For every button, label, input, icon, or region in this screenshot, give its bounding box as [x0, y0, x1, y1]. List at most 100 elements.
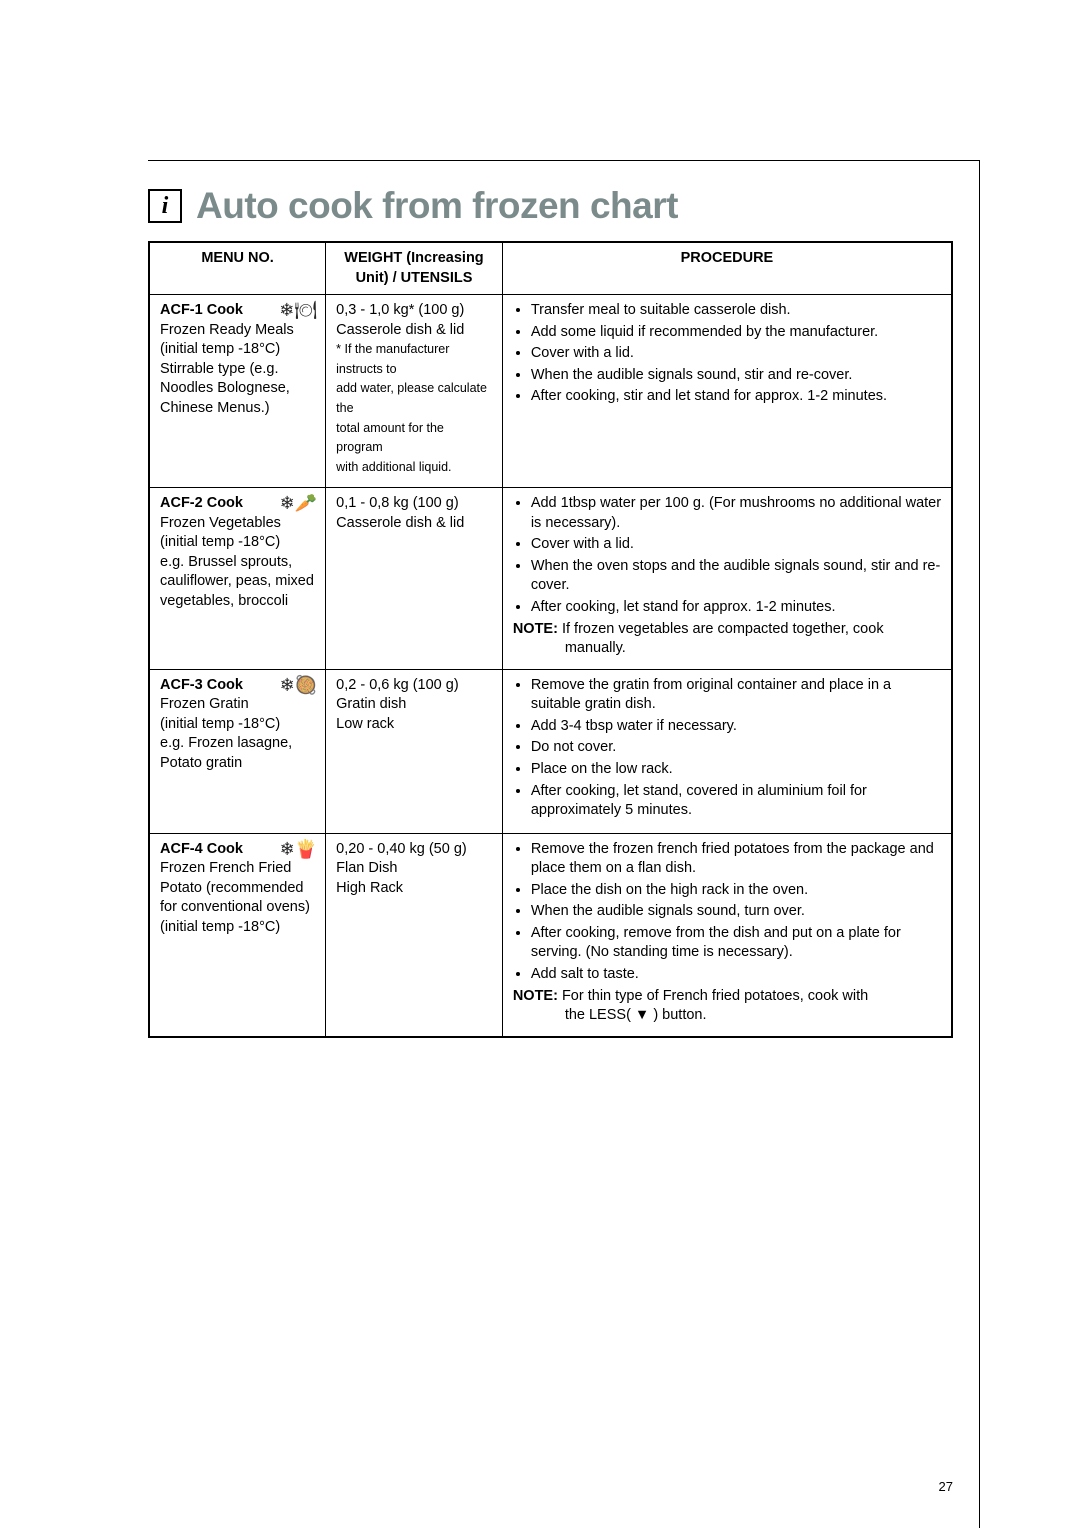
info-glyph: i [162, 193, 169, 220]
weight-line: Low rack [336, 716, 394, 732]
header-procedure: PROCEDURE [502, 242, 952, 295]
procedure-item: When the oven stops and the audible sign… [531, 557, 943, 596]
weight-main: 0,3 - 1,0 kg* (100 g) [336, 302, 464, 318]
menu-line: (initial temp -18°C) [160, 919, 280, 935]
procedure-item: Add 1tbsp water per 100 g. (For mushroom… [531, 494, 943, 533]
menu-line: Frozen Ready Meals [160, 322, 294, 338]
note-label: NOTE: [513, 988, 562, 1004]
menu-cell: ❄🥘 ACF-3 Cook Frozen Gratin (initial temp -… [149, 669, 326, 833]
menu-icon: ❄🍟 [276, 840, 318, 858]
procedure-item: Place on the low rack. [531, 760, 943, 780]
procedure-item: After cooking, let stand for approx. 1-2… [531, 598, 943, 618]
menu-title: ACF-3 Cook [160, 677, 243, 693]
menu-title: ACF-2 Cook [160, 495, 243, 511]
table-header-row: MENU NO. WEIGHT (Increasing Unit) / UTEN… [149, 242, 952, 295]
weight-cell: 0,20 - 0,40 kg (50 g) Flan Dish High Rack [326, 833, 503, 1037]
menu-line: vegetables, broccoli [160, 593, 288, 609]
page-frame: i Auto cook from frozen chart MENU NO. W… [148, 160, 980, 1528]
note-label: NOTE: [513, 621, 562, 637]
menu-cell: ❄🍟 ACF-4 Cook Frozen French Fried Potato (r… [149, 833, 326, 1037]
table-row: ❄🍽 ACF-1 Cook Frozen Ready Meals (initial t… [149, 295, 952, 488]
procedure-item: Add 3-4 tbsp water if necessary. [531, 717, 943, 737]
menu-line: Stirrable type (e.g. [160, 361, 278, 377]
procedure-note: NOTE: If frozen vegetables are compacted… [513, 620, 943, 659]
weight-cell: 0,1 - 0,8 kg (100 g) Casserole dish & lid [326, 488, 503, 670]
header-menu: MENU NO. [149, 242, 326, 295]
weight-note-line: add water, please calculate the [336, 381, 487, 415]
menu-title: ACF-1 Cook [160, 302, 243, 318]
menu-line: (initial temp -18°C) [160, 534, 280, 550]
procedure-item: After cooking, let stand, covered in alu… [531, 782, 943, 821]
menu-line: Potato gratin [160, 755, 242, 771]
procedure-item: Cover with a lid. [531, 344, 943, 364]
procedure-item: Place the dish on the high rack in the o… [531, 881, 943, 901]
menu-line: (initial temp -18°C) [160, 341, 280, 357]
procedure-item: After cooking, remove from the dish and … [531, 924, 943, 963]
table-row: ❄🍟 ACF-4 Cook Frozen French Fried Potato (r… [149, 833, 952, 1037]
menu-line: Frozen French Fried [160, 860, 291, 876]
menu-icon: ❄🍽 [275, 301, 317, 319]
procedure-cell: Transfer meal to suitable casserole dish… [502, 295, 952, 488]
weight-line: Casserole dish & lid [336, 515, 464, 531]
menu-line: e.g. Brussel sprouts, [160, 554, 292, 570]
menu-cell: ❄🍽 ACF-1 Cook Frozen Ready Meals (initial t… [149, 295, 326, 488]
title-row: i Auto cook from frozen chart [148, 185, 953, 227]
table-row: ❄🥕 ACF-2 Cook Frozen Vegetables (initial te… [149, 488, 952, 670]
weight-line: High Rack [336, 880, 403, 896]
weight-line: Flan Dish [336, 860, 397, 876]
procedure-list: Remove the gratin from original containe… [513, 676, 943, 821]
info-icon: i [148, 189, 182, 223]
procedure-item: After cooking, stir and let stand for ap… [531, 387, 943, 407]
procedure-cell: Remove the frozen french fried potatoes … [502, 833, 952, 1037]
procedure-list: Add 1tbsp water per 100 g. (For mushroom… [513, 494, 943, 617]
note-text: For thin type of French fried potatoes, … [562, 988, 868, 1004]
page-number: 27 [939, 1479, 953, 1494]
menu-icon: ❄🥕 [276, 494, 318, 512]
procedure-item: Remove the frozen french fried potatoes … [531, 840, 943, 879]
procedure-cell: Add 1tbsp water per 100 g. (For mushroom… [502, 488, 952, 670]
weight-cell: 0,2 - 0,6 kg (100 g) Gratin dish Low rack [326, 669, 503, 833]
procedure-item: Remove the gratin from original containe… [531, 676, 943, 715]
auto-cook-table: MENU NO. WEIGHT (Increasing Unit) / UTEN… [148, 241, 953, 1038]
procedure-item: Cover with a lid. [531, 535, 943, 555]
menu-line: for conventional ovens) [160, 899, 310, 915]
menu-line: Potato (recommended [160, 880, 303, 896]
menu-icon: ❄🥘 [276, 676, 318, 694]
menu-line: e.g. Frozen lasagne, [160, 735, 292, 751]
procedure-cell: Remove the gratin from original containe… [502, 669, 952, 833]
menu-cell: ❄🥕 ACF-2 Cook Frozen Vegetables (initial te… [149, 488, 326, 670]
page-title: Auto cook from frozen chart [196, 185, 678, 227]
menu-line: Frozen Gratin [160, 696, 249, 712]
procedure-list: Transfer meal to suitable casserole dish… [513, 301, 943, 407]
table-body: ❄🍽 ACF-1 Cook Frozen Ready Meals (initial t… [149, 295, 952, 1037]
weight-main: 0,1 - 0,8 kg (100 g) [336, 495, 459, 511]
weight-main: 0,2 - 0,6 kg (100 g) [336, 677, 459, 693]
menu-line: cauliflower, peas, mixed [160, 573, 314, 589]
weight-line: Gratin dish [336, 696, 406, 712]
note-continuation: manually. [513, 639, 943, 659]
procedure-item: When the audible signals sound, stir and… [531, 366, 943, 386]
weight-main: 0,20 - 0,40 kg (50 g) [336, 841, 467, 857]
menu-line: Chinese Menus.) [160, 400, 270, 416]
procedure-item: Add salt to taste. [531, 965, 943, 985]
procedure-item: Do not cover. [531, 738, 943, 758]
weight-line: Casserole dish & lid [336, 322, 464, 338]
procedure-item: When the audible signals sound, turn ove… [531, 902, 943, 922]
note-text: If frozen vegetables are compacted toget… [562, 621, 884, 637]
procedure-item: Transfer meal to suitable casserole dish… [531, 301, 943, 321]
menu-line: (initial temp -18°C) [160, 716, 280, 732]
weight-cell: 0,3 - 1,0 kg* (100 g) Casserole dish & li… [326, 295, 503, 488]
header-weight-line1: WEIGHT (Increasing [344, 250, 483, 266]
weight-note-line: with additional liquid. [336, 460, 451, 474]
menu-line: Frozen Vegetables [160, 515, 281, 531]
note-continuation: the LESS( ▼ ) button. [513, 1006, 943, 1026]
weight-note-line: * If the manufacturer instructs to [336, 342, 449, 376]
weight-note-line: total amount for the program [336, 421, 444, 455]
procedure-item: Add some liquid if recommended by the ma… [531, 323, 943, 343]
procedure-list: Remove the frozen french fried potatoes … [513, 840, 943, 985]
header-weight-line2: Unit) / UTENSILS [356, 270, 473, 286]
menu-line: Noodles Bolognese, [160, 380, 290, 396]
table-row: ❄🥘 ACF-3 Cook Frozen Gratin (initial temp -… [149, 669, 952, 833]
menu-title: ACF-4 Cook [160, 841, 243, 857]
header-weight: WEIGHT (Increasing Unit) / UTENSILS [326, 242, 503, 295]
